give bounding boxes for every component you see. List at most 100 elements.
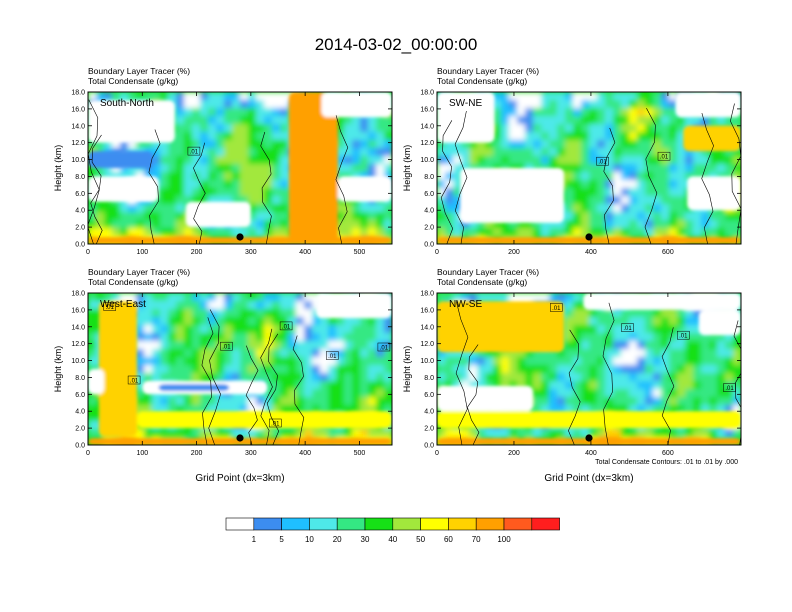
- field-cell: [701, 156, 710, 165]
- field-cell: [224, 333, 233, 342]
- field-cell: [653, 180, 662, 189]
- field-cell: [360, 349, 369, 358]
- field-cell: [629, 100, 638, 109]
- field-cell: [328, 357, 337, 366]
- field-cell: [677, 196, 686, 205]
- field-cell: [376, 228, 385, 237]
- field-cell: [304, 317, 313, 326]
- field-cell: [725, 220, 734, 229]
- field-cell: [477, 349, 486, 358]
- field-cell: [88, 413, 97, 422]
- field-cell: [605, 92, 614, 101]
- field-cell: [645, 204, 654, 213]
- field-cell: [184, 397, 193, 406]
- field-cell: [352, 172, 361, 181]
- field-cell: [192, 317, 201, 326]
- field-cell: [160, 341, 169, 350]
- field-cell: [344, 228, 353, 237]
- field-cell: [589, 140, 598, 149]
- contour-label-box: [621, 323, 634, 332]
- field-cell: [509, 156, 518, 165]
- field-cell: [160, 156, 169, 165]
- field-cell: [469, 357, 478, 366]
- field-cell: [493, 108, 502, 117]
- field-cell: [565, 228, 574, 237]
- field-cell: [525, 220, 534, 229]
- colorbar-label: 50: [416, 535, 425, 544]
- field-cell: [533, 124, 542, 133]
- field-cell: [693, 172, 702, 181]
- field-cell: [360, 333, 369, 342]
- field-cell: [485, 140, 494, 149]
- field-cell: [725, 228, 734, 237]
- field-cell: [589, 309, 598, 318]
- field-cell: [485, 357, 494, 366]
- field-cell: [240, 405, 249, 414]
- field-cell: [669, 132, 678, 141]
- field-cell: [152, 172, 161, 181]
- field-cell: [360, 148, 369, 157]
- field-cell: [368, 148, 377, 157]
- field-cell: [200, 333, 209, 342]
- colorbar-label: 20: [333, 535, 342, 544]
- x-tick-label: 300: [245, 249, 257, 256]
- field-cell: [605, 100, 614, 109]
- field-cell: [661, 349, 670, 358]
- field-cell: [629, 317, 638, 326]
- field-cell: [493, 357, 502, 366]
- field-cell: [637, 317, 646, 326]
- field-cell: [256, 124, 265, 133]
- field-cell: [645, 140, 654, 149]
- x-tick-label: 0: [435, 249, 439, 256]
- field-cell: [216, 357, 225, 366]
- field-cell: [637, 309, 646, 318]
- field-cell: [589, 116, 598, 125]
- contour-label-box: [187, 146, 201, 156]
- field-cell: [176, 405, 185, 414]
- field-cell: [184, 172, 193, 181]
- field-feature: [437, 301, 564, 353]
- field-cell: [136, 92, 145, 101]
- field-cell: [112, 164, 121, 173]
- field-cell: [160, 140, 169, 149]
- field-cell: [368, 116, 377, 125]
- field-cell: [160, 180, 169, 189]
- field-cell: [272, 333, 281, 342]
- field-cell: [549, 148, 558, 157]
- field-cell: [248, 140, 257, 149]
- field-cell: [525, 349, 534, 358]
- field-cell: [88, 405, 97, 414]
- field-cell: [541, 357, 550, 366]
- field-cell: [376, 357, 385, 366]
- field-cell: [437, 140, 446, 149]
- field-cell: [501, 116, 510, 125]
- field-cell: [344, 429, 353, 438]
- field-cell: [565, 204, 574, 213]
- field-cell: [581, 140, 590, 149]
- field-cell: [216, 429, 225, 438]
- field-cell: [216, 124, 225, 133]
- field-cell: [176, 325, 185, 334]
- field-cell: [685, 164, 694, 173]
- field-cell: [725, 349, 734, 358]
- field-cell: [693, 365, 702, 374]
- field-cell: [240, 108, 249, 117]
- field-cell: [629, 164, 638, 173]
- field-cell: [88, 357, 97, 366]
- field-cell: [216, 309, 225, 318]
- field-cell: [653, 124, 662, 133]
- field-cell: [304, 381, 313, 390]
- field-cell: [96, 164, 105, 173]
- contour-label: .01: [130, 379, 139, 385]
- field-cell: [613, 365, 622, 374]
- field-cell: [192, 108, 201, 117]
- field-cell: [312, 349, 321, 358]
- field-cell: [136, 293, 145, 302]
- field-cell: [296, 365, 305, 374]
- field-cell: [200, 429, 209, 438]
- field-cell: [501, 156, 510, 165]
- field-cell: [573, 317, 582, 326]
- field-cell: [312, 365, 321, 374]
- field-cell: [573, 333, 582, 342]
- field-cell: [701, 357, 710, 366]
